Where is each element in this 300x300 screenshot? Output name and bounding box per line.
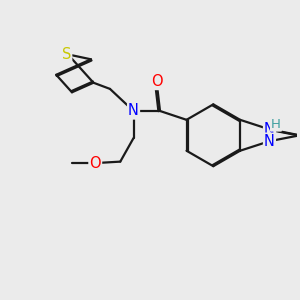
Text: H: H (271, 118, 281, 130)
Text: O: O (151, 74, 163, 89)
Text: N: N (264, 122, 275, 137)
Text: N: N (264, 134, 275, 149)
Text: S: S (62, 47, 71, 62)
Text: O: O (89, 156, 101, 171)
Text: N: N (128, 103, 139, 118)
